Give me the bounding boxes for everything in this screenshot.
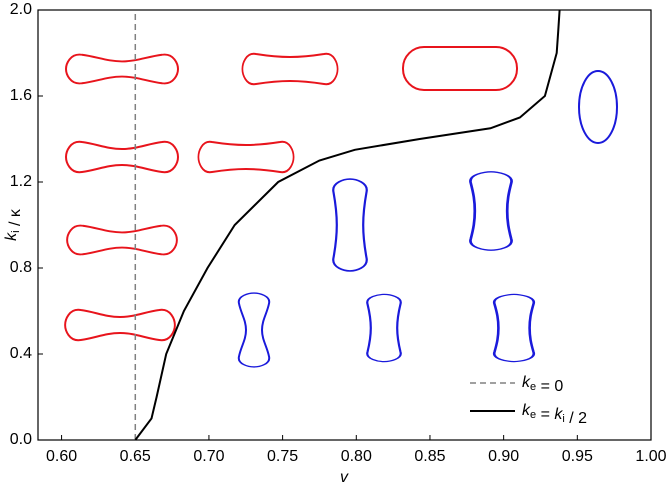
y-tick-label: 0.8	[10, 259, 32, 276]
plot-frame	[37, 9, 652, 441]
x-axis-label: v	[340, 469, 349, 486]
x-tick-label: 0.65	[120, 448, 151, 465]
x-tick-label: 0.85	[414, 448, 445, 465]
series-line	[134, 9, 561, 441]
y-tick-label: 1.6	[10, 87, 32, 104]
x-tick-label: 0.75	[267, 448, 298, 465]
vesicle-shape	[65, 53, 179, 85]
vesicle-shape	[469, 170, 513, 252]
x-tick-label: 0.60	[46, 448, 77, 465]
vesicle-shape	[332, 177, 368, 273]
legend-label: ke = 0	[522, 374, 563, 395]
vesicle-shape	[237, 292, 271, 368]
y-tick-label: 1.2	[10, 173, 32, 190]
vesicle-shape	[492, 293, 536, 363]
x-tick-label: 0.70	[193, 448, 224, 465]
y-tick-label: 0.4	[10, 345, 32, 362]
vesicle-shape	[197, 140, 295, 174]
vesicle-shape	[402, 46, 518, 91]
vesicle-shape	[241, 52, 339, 86]
vesicle-shape	[64, 308, 176, 342]
x-tick-label: 1.00	[635, 448, 666, 465]
x-tick-label: 0.80	[341, 448, 372, 465]
vesicle-shape	[65, 140, 179, 174]
x-tick-label: 0.95	[562, 448, 593, 465]
legend-label: ke = ki / 2	[522, 402, 587, 427]
vesicle-shape	[66, 224, 178, 256]
y-axis-label: ki / κ	[3, 208, 24, 241]
vesicle-shape	[366, 293, 402, 363]
vesicle-shape	[578, 70, 618, 144]
x-tick-label: 0.90	[488, 448, 519, 465]
y-tick-label: 2.0	[10, 1, 32, 18]
y-tick-label: 0.0	[10, 431, 32, 448]
shapes	[64, 46, 618, 368]
